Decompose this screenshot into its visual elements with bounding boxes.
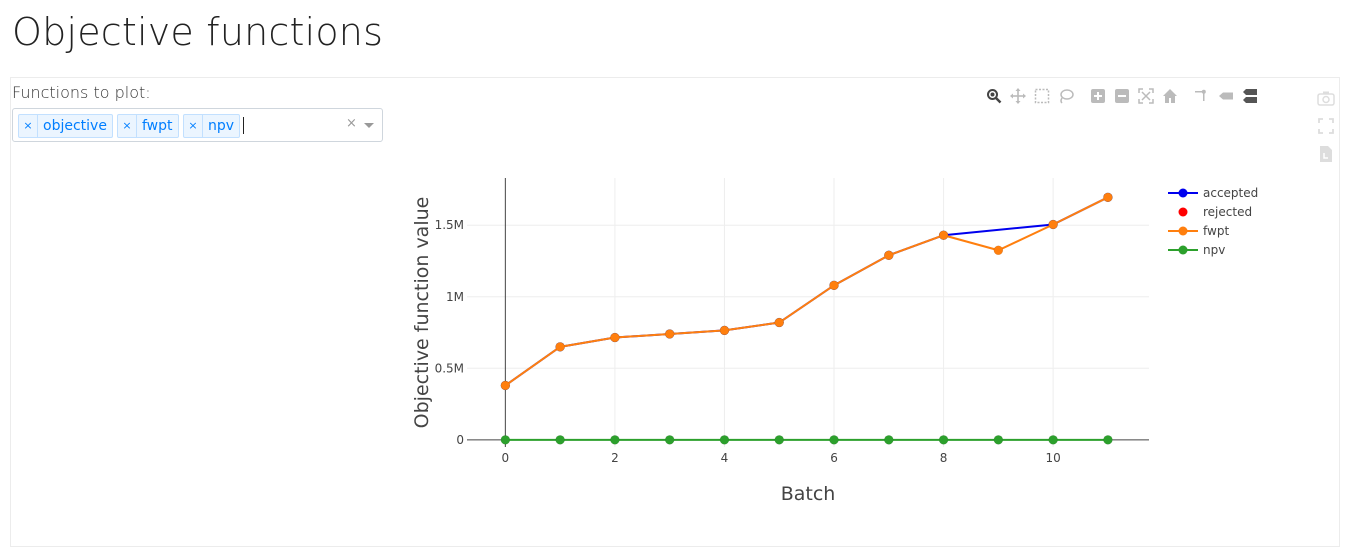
legend-marker [1178, 226, 1188, 236]
y-tick-label: 1M [446, 290, 464, 304]
autoscale-icon[interactable] [1134, 86, 1158, 106]
npv-point [774, 435, 784, 445]
fwpt-point [1103, 192, 1113, 203]
x-axis-title: Batch [781, 483, 836, 505]
npv-point [993, 435, 1004, 445]
export-icon[interactable] [1316, 140, 1336, 168]
legend-label: accepted [1203, 186, 1258, 200]
legend-label: npv [1203, 243, 1225, 257]
y-tick-label: 0.5M [435, 361, 464, 375]
remove-tag-objective-button[interactable]: × [19, 115, 38, 137]
x-tick-label: 4 [721, 451, 729, 465]
legend-label: rejected [1203, 205, 1252, 219]
functions-label: Functions to plot: [12, 83, 151, 102]
legend-marker [1178, 207, 1188, 217]
functions-multiselect[interactable]: × objective × fwpt × npv × [12, 108, 383, 142]
legend-item-fwpt: fwpt [1168, 224, 1229, 238]
x-tick-label: 10 [1045, 451, 1060, 465]
npv-point [1048, 435, 1058, 445]
series-accepted [500, 192, 1113, 391]
tag-npv: × npv [183, 114, 241, 138]
fwpt-point [993, 245, 1004, 256]
box-select-icon[interactable] [1030, 86, 1054, 106]
x-tick-label: 2 [611, 451, 619, 465]
npv-point [884, 435, 894, 445]
fwpt-point [555, 342, 565, 352]
text-cursor[interactable] [243, 117, 244, 134]
page-title: Objective functions [12, 10, 384, 54]
hover-closest-icon[interactable] [1214, 86, 1238, 106]
remove-tag-npv-button[interactable]: × [184, 115, 203, 137]
fullscreen-icon[interactable] [1316, 112, 1336, 140]
pan-icon[interactable] [1006, 86, 1030, 106]
npv-point [555, 435, 565, 445]
y-tick-label: 1.5M [435, 218, 464, 232]
legend-item-accepted: accepted [1168, 186, 1258, 200]
x-tick-label: 8 [940, 451, 948, 465]
side-toolbar [1316, 84, 1336, 168]
plot-panel [10, 77, 1340, 547]
camera-icon[interactable] [1316, 84, 1336, 112]
npv-point [829, 435, 839, 445]
chevron-down-icon[interactable] [364, 123, 374, 128]
fwpt-point [610, 332, 620, 343]
fwpt-point [719, 325, 730, 336]
npv-point [664, 435, 675, 445]
zoom-out-icon[interactable] [1110, 86, 1134, 106]
tag-label: objective [43, 118, 107, 134]
series-npv [500, 435, 1113, 445]
legend-label: fwpt [1203, 224, 1229, 238]
zoom-in-icon[interactable] [1086, 86, 1110, 106]
legend-item-rejected: rejected [1178, 205, 1252, 219]
plot-modebar [982, 86, 1262, 106]
hover-compare-icon[interactable] [1238, 86, 1262, 106]
y-tick-label: 0 [456, 433, 464, 447]
legend-marker [1178, 245, 1188, 255]
clear-all-button[interactable]: × [346, 116, 357, 131]
x-tick-label: 0 [502, 451, 510, 465]
tag-fwpt: × fwpt [117, 114, 179, 138]
remove-tag-fwpt-button[interactable]: × [118, 115, 137, 137]
npv-point [719, 435, 730, 445]
x-tick-label: 6 [830, 451, 838, 465]
npv-point [610, 435, 620, 445]
fwpt-point [664, 329, 675, 339]
tag-label: fwpt [142, 118, 173, 134]
npv-point [938, 435, 949, 445]
fwpt-point [774, 317, 784, 328]
tag-objective: × objective [18, 114, 113, 138]
npv-point [1103, 435, 1113, 445]
fwpt-line [504, 196, 1109, 387]
spike-lines-icon[interactable] [1190, 86, 1214, 106]
fwpt-point [1048, 219, 1058, 230]
fwpt-point [884, 250, 894, 261]
reset-axes-icon[interactable] [1158, 86, 1182, 106]
zoom-icon[interactable] [982, 86, 1006, 106]
fwpt-point [500, 380, 511, 391]
fwpt-point [938, 230, 949, 240]
y-axis-title: Objective function value [411, 197, 433, 429]
lasso-select-icon[interactable] [1054, 86, 1078, 106]
legend-marker [1178, 188, 1188, 198]
tag-label: npv [208, 118, 235, 134]
fwpt-point [829, 280, 839, 291]
legend-item-npv: npv [1168, 243, 1225, 257]
series-fwpt [500, 192, 1113, 391]
npv-point [500, 435, 511, 445]
